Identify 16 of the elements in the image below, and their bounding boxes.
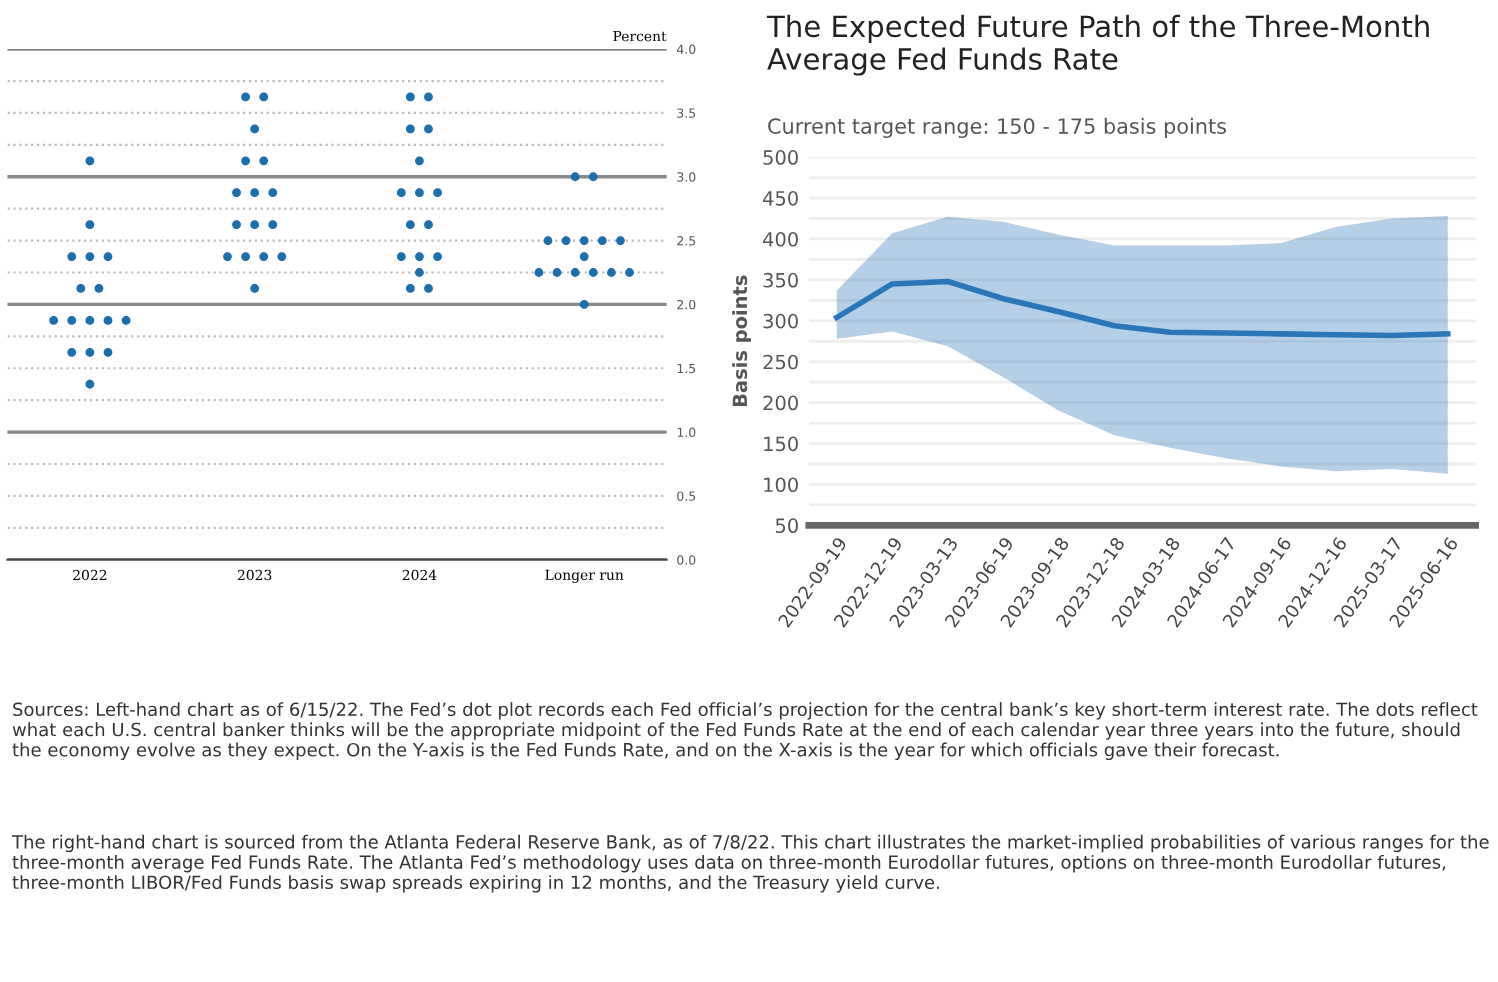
y-tick-label: 500 [763, 150, 798, 165]
chart-title: The Expected Future Path of the Three-Month Average Fed Funds Rate [766, 14, 1429, 76]
text: The right-hand chart is sourced from the Atlanta Federal Reserve Bank, as of 7/8/22. This chart illustrates the market-implied probabilities of various ranges for the three-month average Fed Funds Rate. The Atlanta Fed’s methodology uses data on three-month Eurodollar futures, options on three-month Eurodollar futures, three-month LIBOR/Fed Funds basis swap spreads expiring in 12 months, and the Treasury yield curve. [11, 834, 1489, 893]
y-tick-label: 50 [775, 518, 798, 534]
y-axis-title: Basis points [732, 275, 751, 407]
y-tick-label: 400 [763, 231, 798, 247]
source-note: Sources: Left-hand chart as of 6/15/22. The Fed’s dot plot records each Fed official’s projection for the central bank’s key short-term interest rate. The dots reflect what each U.S. central banker thinks will be the appropriate midpoint of the Fed Funds Rate at the end of each calendar year three years into the future, should the economy evolve as they expect. On the Y-axis is the Fed Funds Rate, and on the X-axis is the year for which officials gave their forecast. [12, 702, 1478, 761]
y-tick-label: 350 [763, 272, 798, 288]
y-tick-label: 100 [764, 477, 798, 493]
y-tick-label: 150 [764, 436, 798, 452]
y-tick-label: 450 [763, 190, 798, 206]
y-tick-label: 250 [763, 354, 798, 370]
y-tick-label: 300 [763, 313, 798, 329]
line-series [833, 278, 1451, 339]
chart-subtitle: Current target range: 150 - 175 basis points [768, 117, 1227, 138]
y-tick-label: 200 [763, 395, 798, 411]
